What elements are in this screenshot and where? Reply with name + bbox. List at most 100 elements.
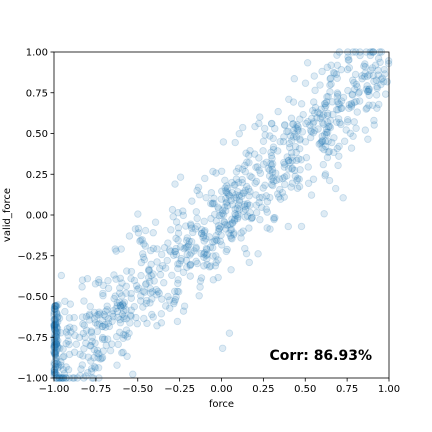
scatter-point xyxy=(98,333,107,342)
scatter-point xyxy=(78,276,87,284)
scatter-point xyxy=(262,158,271,166)
scatter-point xyxy=(137,236,145,244)
scatter-point xyxy=(334,100,343,108)
scatter-point xyxy=(316,81,324,89)
scatter-point xyxy=(293,121,301,129)
scatter-point xyxy=(52,347,61,355)
scatter-point xyxy=(160,279,168,287)
scatter-point xyxy=(228,178,236,187)
scatter-point xyxy=(255,166,263,174)
scatter-point xyxy=(62,328,71,336)
scatter-point xyxy=(183,263,191,271)
scatter-point xyxy=(51,302,59,310)
scatter-point xyxy=(87,342,95,350)
scatter-point xyxy=(134,224,143,233)
scatter-point xyxy=(156,271,165,279)
scatter-point xyxy=(243,212,252,220)
scatter-point xyxy=(241,167,249,176)
y-tick-label: −0.25 xyxy=(17,251,48,262)
scatter-point xyxy=(307,191,316,199)
x-tick-label: 0.25 xyxy=(252,384,274,395)
y-axis-ticks: −1.00 −0.75 −0.50 −0.25 0.00 0.25 0.50 0.75 1.00 xyxy=(17,48,54,385)
scatter-point xyxy=(223,198,231,206)
scatter-point xyxy=(235,191,244,200)
scatter-point xyxy=(51,326,59,334)
scatter-point xyxy=(171,247,179,256)
scatter-point xyxy=(76,350,84,359)
scatter-point xyxy=(121,331,129,339)
scatter-point xyxy=(237,234,245,242)
scatter-point xyxy=(334,106,342,114)
scatter-point xyxy=(280,158,288,167)
scatter-point xyxy=(326,88,334,96)
scatter-point xyxy=(170,299,178,308)
scatter-point xyxy=(50,368,59,377)
scatter-point xyxy=(185,241,193,249)
scatter-point xyxy=(337,104,345,113)
scatter-point xyxy=(199,233,207,242)
scatter-point xyxy=(227,234,235,242)
scatter-point xyxy=(218,209,227,218)
scatter-point xyxy=(84,353,93,361)
scatter-point xyxy=(214,256,222,264)
scatter-point xyxy=(381,90,390,98)
scatter-point xyxy=(284,222,292,231)
scatter-point xyxy=(339,194,347,202)
scatter-point xyxy=(370,77,378,85)
scatter-point xyxy=(246,172,254,180)
y-tick-label: −1.00 xyxy=(17,374,48,385)
scatter-point xyxy=(202,235,210,243)
scatter-point xyxy=(146,299,154,307)
scatter-point xyxy=(127,267,136,276)
scatter-point xyxy=(91,339,99,347)
scatter-point xyxy=(180,302,189,310)
scatter-point xyxy=(323,128,332,136)
scatter-point xyxy=(51,338,59,346)
scatter-point xyxy=(232,194,240,202)
scatter-point xyxy=(221,203,229,211)
scatter-point xyxy=(306,121,314,129)
scatter-point xyxy=(103,305,111,314)
scatter-point xyxy=(79,320,87,328)
scatter-point xyxy=(267,120,276,128)
scatter-point xyxy=(325,176,334,185)
scatter-point xyxy=(289,133,298,141)
scatter-point xyxy=(318,132,326,140)
scatter-point xyxy=(177,257,185,265)
scatter-point xyxy=(265,172,274,180)
scatter-point xyxy=(258,193,267,201)
scatter-point xyxy=(207,199,215,208)
scatter-point xyxy=(100,310,108,319)
scatter-point xyxy=(98,335,107,343)
scatter-point xyxy=(267,152,276,160)
x-tick-label: −1.00 xyxy=(39,384,70,395)
scatter-point xyxy=(380,77,388,86)
scatter-point xyxy=(271,124,279,133)
scatter-point xyxy=(211,262,220,270)
scatter-point xyxy=(52,328,61,336)
scatter-point xyxy=(266,225,274,233)
scatter-point xyxy=(209,244,217,252)
scatter-point xyxy=(205,233,214,241)
scatter-point xyxy=(275,193,283,201)
scatter-point xyxy=(138,250,147,258)
scatter-point xyxy=(52,354,60,362)
scatter-point xyxy=(52,340,61,348)
scatter-point xyxy=(320,131,329,139)
scatter-point xyxy=(94,354,102,362)
scatter-point xyxy=(120,307,128,315)
scatter-point xyxy=(51,302,59,311)
scatter-point xyxy=(248,213,256,222)
scatter-point xyxy=(116,301,125,310)
scatter-point xyxy=(209,276,218,284)
scatter-point xyxy=(369,71,377,80)
scatter-point xyxy=(90,363,99,371)
scatter-point xyxy=(323,130,331,139)
scatter-point xyxy=(294,125,302,133)
scatter-point xyxy=(318,67,326,76)
scatter-point xyxy=(123,333,132,341)
scatter-point xyxy=(182,236,191,245)
y-axis-label: valid_force xyxy=(2,188,13,242)
scatter-point xyxy=(348,90,356,98)
scatter-point xyxy=(200,217,208,226)
